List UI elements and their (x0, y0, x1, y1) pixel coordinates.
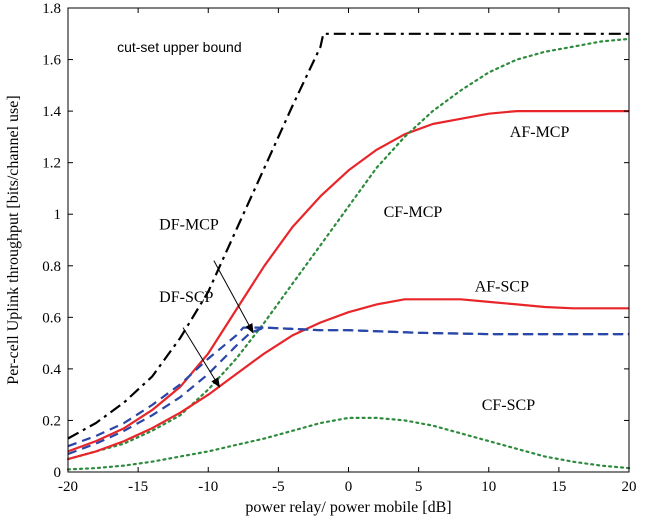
series-layer (66, 32, 631, 471)
annotation-arrow (182, 327, 220, 388)
x-tick-label: 15 (551, 479, 566, 495)
annotation-label: CF-SCP (482, 397, 535, 414)
series-line-af-mcp (67, 109, 629, 453)
series-line-cf-mcp (66, 37, 631, 461)
annotation-label: AF-SCP (475, 279, 529, 296)
x-axis-label: power relay/ power mobile [dB] (245, 499, 451, 516)
y-tick-label: 0.2 (42, 413, 61, 429)
annotation-label: CF-MCP (384, 204, 443, 221)
y-axis-label: Per-cell Uplink throughput [bits/channel… (5, 95, 22, 384)
annotation-label: AF-MCP (510, 124, 570, 141)
x-tick-label: 0 (345, 479, 353, 495)
plot-area (68, 8, 629, 472)
series-line-cut-set-upper-bound (67, 32, 629, 440)
y-tick-label: 1.4 (42, 104, 61, 120)
y-tick-label: 0 (54, 465, 62, 481)
series-line-df-scp (67, 326, 629, 456)
annotation-label: DF-SCP (159, 289, 213, 306)
x-tick-label: 10 (481, 479, 496, 495)
x-tick-label: -10 (198, 479, 218, 495)
arrow-layer (182, 260, 254, 388)
y-tick-label: 1.2 (42, 156, 61, 172)
x-tick-label: 5 (415, 479, 423, 495)
x-tick-label: -15 (128, 479, 148, 495)
x-tick-label: -5 (272, 479, 285, 495)
y-tick-label: 1 (54, 207, 62, 223)
annotation-label: DF-MCP (159, 217, 219, 234)
annotation-arrow (213, 260, 254, 334)
x-tick-label: -20 (58, 479, 78, 495)
y-tick-label: 0.8 (42, 259, 61, 275)
y-tick-label: 0.4 (42, 362, 61, 378)
annotation-layer: cut-set upper bound AF-MCP CF-MCP DF-MCP DF-… (117, 39, 569, 414)
series-line-af-scp (67, 298, 629, 461)
y-tick-label: 1.8 (42, 1, 61, 17)
y-tick-label: 1.6 (42, 53, 61, 69)
x-tick-label: 20 (622, 479, 637, 495)
tick-layer: -20 -15 -10 -5 0 5 10 15 20 0 0.2 0.4 0.6 0.8 1 1.2 1.4 1… (42, 1, 636, 495)
y-tick-label: 0.6 (42, 310, 61, 326)
annotation-label: cut-set upper bound (117, 39, 242, 55)
